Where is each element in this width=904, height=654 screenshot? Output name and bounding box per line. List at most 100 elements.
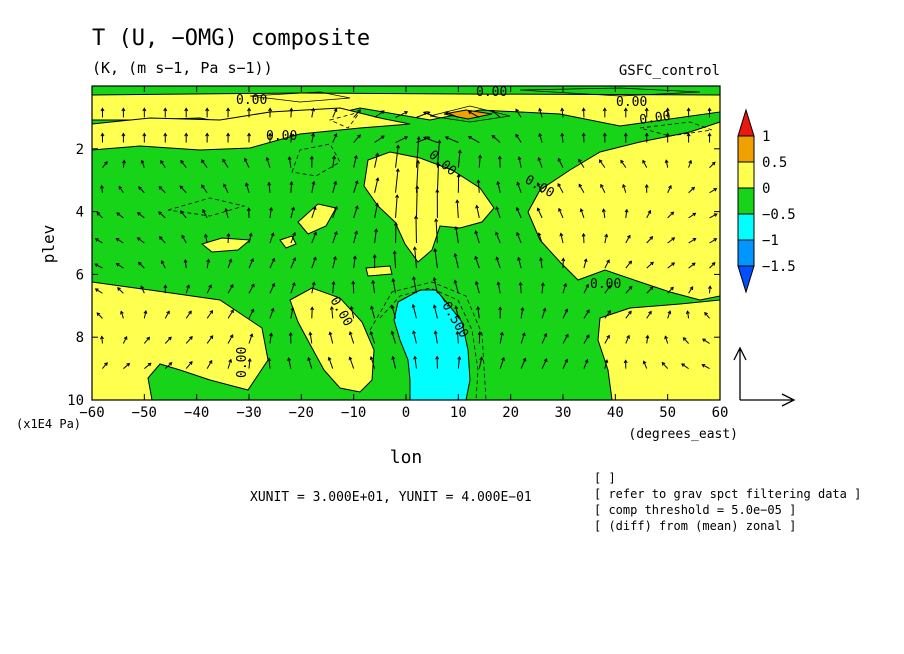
wind-vector-head <box>96 312 101 317</box>
wind-vector-head <box>312 256 317 261</box>
wind-vector-head <box>94 263 99 268</box>
y-axis-label: plev <box>39 225 58 264</box>
wind-vector <box>515 109 522 118</box>
wind-vector <box>497 181 501 193</box>
wind-vector-head <box>457 149 462 154</box>
wind-vector-head <box>476 179 481 184</box>
wind-vector-head <box>380 110 385 114</box>
colorbar-label: −1 <box>762 233 779 249</box>
wind-vector-head <box>543 358 548 363</box>
wind-vector <box>332 156 335 168</box>
wind-vector-head <box>228 358 233 363</box>
wind-vector <box>202 209 208 219</box>
wind-vector-head <box>117 287 121 291</box>
wind-vector <box>561 108 564 118</box>
wind-vector-head <box>118 185 123 190</box>
wind-vector <box>704 312 710 319</box>
contour-label: 0.00 <box>236 93 267 108</box>
y-axis: 2 4 6 8 10 <box>67 142 720 409</box>
wind-vector-head <box>251 283 255 288</box>
wind-vector-head <box>623 132 628 137</box>
wind-vector-head <box>247 132 252 137</box>
wind-vector <box>583 334 590 344</box>
wind-vector-head <box>396 144 400 149</box>
wind-vector-head <box>412 330 416 335</box>
wind-vector <box>395 136 408 143</box>
wind-vector-head <box>121 107 126 112</box>
wind-vector <box>416 111 430 118</box>
wind-vector <box>143 310 147 319</box>
wind-vector <box>268 182 271 193</box>
wind-vector-head <box>392 250 397 255</box>
wind-vector <box>557 158 564 168</box>
wind-vector <box>541 283 544 294</box>
wind-vector-head <box>668 184 672 189</box>
wind-vector <box>560 233 564 244</box>
wind-vector-head <box>357 134 361 139</box>
wind-vector <box>137 212 145 219</box>
wind-vector <box>474 256 480 269</box>
wind-vector <box>185 285 190 294</box>
wind-vector-head <box>374 228 379 233</box>
colorbar-swatch <box>737 239 755 267</box>
wind-vector <box>686 311 690 319</box>
wind-vector-head <box>104 161 108 165</box>
wind-vector-head <box>186 284 190 289</box>
y-axis-units: (x1E4 Pa) <box>16 417 81 431</box>
wind-vector-head <box>498 306 503 311</box>
x-tick-label: −40 <box>184 405 209 421</box>
wind-vector <box>290 133 292 143</box>
wind-vector-head <box>671 262 676 266</box>
wind-vector-head <box>271 282 276 287</box>
wind-vector <box>667 287 674 294</box>
y-tick-label: 10 <box>67 393 84 409</box>
wind-vector-head <box>158 211 162 216</box>
wind-vector-head <box>168 336 172 341</box>
wind-vector-head <box>564 358 569 363</box>
wind-vector-head <box>287 357 291 362</box>
region-upper-right <box>527 121 721 301</box>
wind-vector-head <box>542 307 547 312</box>
wind-vector-head <box>671 237 676 241</box>
x-tick-label: 40 <box>607 405 624 421</box>
colorbar-swatch <box>737 161 755 189</box>
wind-vector-head <box>404 111 409 115</box>
wind-vector <box>332 206 338 219</box>
wind-vector-head <box>581 132 586 137</box>
wind-vector <box>370 356 376 369</box>
wind-vector <box>667 211 674 219</box>
wind-vector-head <box>416 135 421 140</box>
wind-vector-head <box>701 364 706 368</box>
wind-vector-head <box>664 159 669 164</box>
wind-vector-head <box>522 357 527 362</box>
wind-vector-head <box>100 107 105 112</box>
wind-vector-head <box>375 202 379 207</box>
wind-vector <box>478 155 481 168</box>
wind-vector <box>436 163 440 193</box>
wind-vector <box>537 208 543 219</box>
wind-vector-head <box>713 188 718 192</box>
wind-vector <box>225 208 229 219</box>
y-tick-label: 2 <box>76 142 84 158</box>
wind-vector-head <box>707 107 712 112</box>
wind-vector <box>541 333 547 344</box>
wind-vector <box>332 256 337 269</box>
wind-vector-head <box>226 107 231 112</box>
wind-vector <box>475 230 480 244</box>
wind-vector <box>353 109 361 118</box>
wind-vector-head <box>475 204 480 209</box>
reference-vector-horizontal <box>740 393 796 407</box>
wind-vector-head <box>370 305 374 310</box>
colorbar-label: 0 <box>762 181 770 197</box>
wind-vector-head <box>496 180 501 185</box>
wind-vector <box>646 335 649 344</box>
wind-vector-head <box>180 210 184 215</box>
wind-vector <box>620 160 627 168</box>
wind-vector <box>120 311 124 319</box>
wind-vector <box>583 284 589 294</box>
wind-vector-head <box>250 258 254 262</box>
wind-vector-head <box>517 256 521 261</box>
wind-vector-head <box>116 212 121 216</box>
wind-vector-head <box>563 282 568 287</box>
wind-vector-head <box>311 132 315 137</box>
